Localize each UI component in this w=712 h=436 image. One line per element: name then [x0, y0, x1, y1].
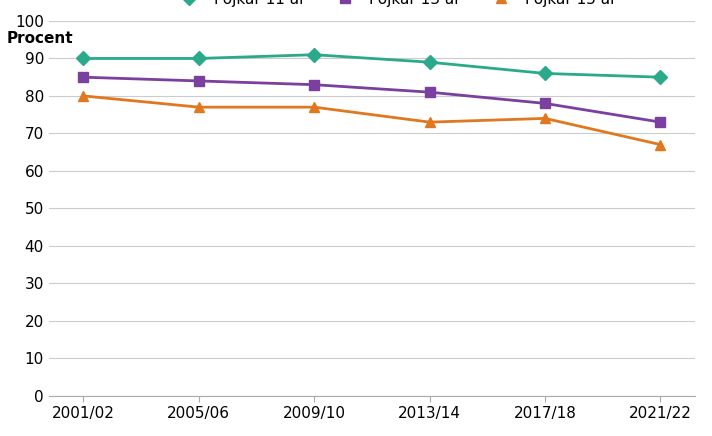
Text: Procent: Procent: [7, 31, 74, 45]
Pojkar 11 år: [541, 71, 550, 76]
Pojkar 11 år: [194, 56, 203, 61]
Pojkar 11 år: [310, 52, 318, 57]
Pojkar 13 år: [310, 82, 318, 87]
Pojkar 15 år: [310, 105, 318, 110]
Pojkar 13 år: [541, 101, 550, 106]
Line: Pojkar 15 år: Pojkar 15 år: [78, 91, 665, 150]
Pojkar 13 år: [425, 89, 434, 95]
Pojkar 11 år: [425, 60, 434, 65]
Pojkar 13 år: [79, 75, 88, 80]
Pojkar 15 år: [79, 93, 88, 99]
Pojkar 11 år: [656, 75, 665, 80]
Line: Pojkar 13 år: Pojkar 13 år: [78, 72, 665, 127]
Pojkar 13 år: [656, 119, 665, 125]
Legend: Pojkar 11 år, Pojkar 13 år, Pojkar 15 år: Pojkar 11 år, Pojkar 13 år, Pojkar 15 år: [167, 0, 623, 13]
Pojkar 15 år: [425, 119, 434, 125]
Pojkar 13 år: [194, 78, 203, 84]
Pojkar 11 år: [79, 56, 88, 61]
Pojkar 15 år: [194, 105, 203, 110]
Pojkar 15 år: [656, 142, 665, 147]
Pojkar 15 år: [541, 116, 550, 121]
Line: Pojkar 11 år: Pojkar 11 år: [78, 50, 665, 82]
